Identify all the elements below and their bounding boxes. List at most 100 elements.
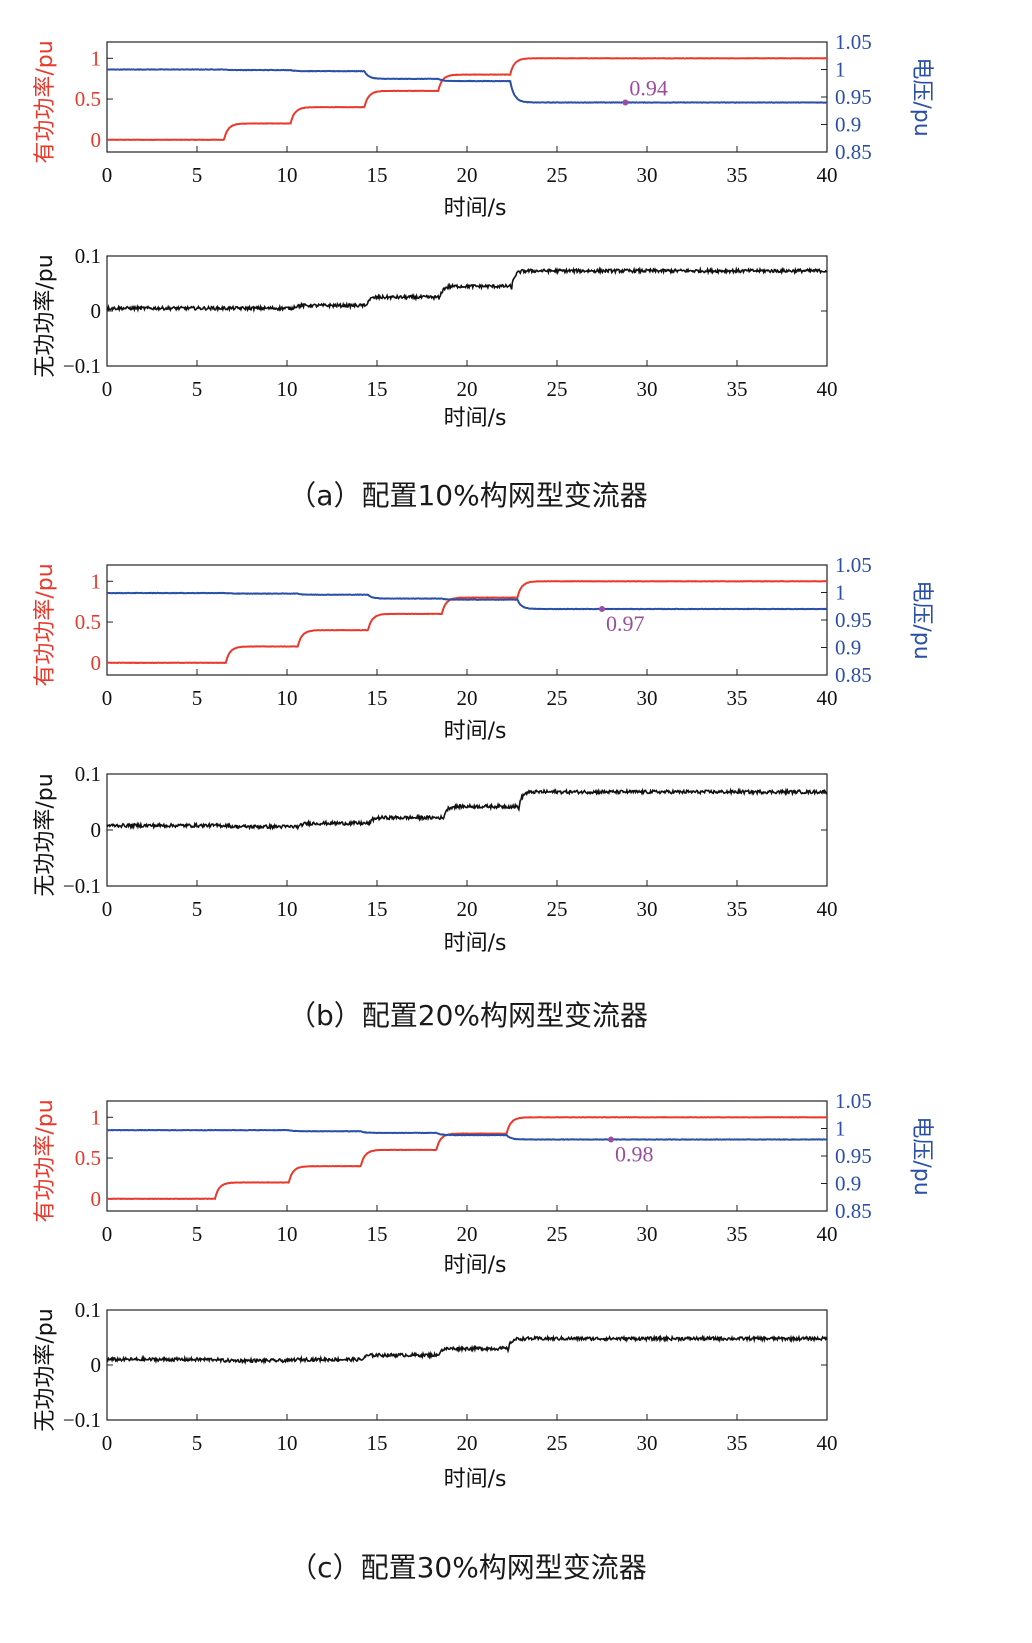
right-ytick-label: 0.85 bbox=[835, 663, 872, 687]
voltage-series-line bbox=[106, 68, 828, 104]
top-xtick-label: 30 bbox=[637, 1222, 658, 1246]
right-ytick-label: 1.05 bbox=[835, 30, 872, 54]
panel-caption: （b）配置20%构网型变流器 bbox=[288, 999, 648, 1032]
top-ylabel-left: 有功功率/pu bbox=[33, 563, 58, 686]
bottom-xtick-label: 40 bbox=[817, 897, 838, 921]
reactive-power-series-line bbox=[106, 1334, 828, 1366]
top-xtick-label: 20 bbox=[457, 163, 478, 187]
top-xtick-label: 40 bbox=[817, 686, 838, 710]
annotation-point bbox=[622, 99, 629, 106]
right-ytick-label: 1 bbox=[835, 1117, 846, 1141]
left-ytick-label: 0 bbox=[91, 1187, 102, 1211]
bottom-xtick-label: 0 bbox=[102, 897, 113, 921]
left-ytick-label: 0 bbox=[91, 128, 102, 152]
bottom-xtick-label: 10 bbox=[277, 377, 298, 401]
bottom-ytick-label: 0 bbox=[91, 818, 102, 842]
bottom-ytick-label: 0 bbox=[91, 299, 102, 323]
top-xtick-label: 25 bbox=[547, 1222, 568, 1246]
annotation-point bbox=[599, 606, 605, 612]
top-xtick-label: 35 bbox=[727, 686, 748, 710]
top-ylabel-right: 电压/pu bbox=[909, 57, 934, 136]
bottom-xtick-label: 25 bbox=[547, 1431, 568, 1455]
bottom-ytick-label: −0.1 bbox=[63, 874, 101, 898]
voltage-series-line bbox=[106, 1128, 828, 1141]
bottom-xtick-label: 35 bbox=[727, 377, 748, 401]
top-xlabel: 时间/s bbox=[444, 1253, 507, 1278]
bottom-xtick-label: 5 bbox=[192, 1431, 203, 1455]
voltage-series-line bbox=[106, 591, 828, 611]
bottom-xtick-label: 10 bbox=[277, 897, 298, 921]
top-xtick-label: 5 bbox=[192, 1222, 203, 1246]
active-power-series-line bbox=[106, 580, 828, 665]
top-xtick-label: 15 bbox=[367, 1222, 388, 1246]
annotation-label: 0.97 bbox=[606, 611, 645, 636]
top-xtick-label: 25 bbox=[547, 686, 568, 710]
top-xtick-label: 10 bbox=[277, 686, 298, 710]
bottom-xtick-label: 5 bbox=[192, 897, 203, 921]
bottom-ytick-label: 0 bbox=[91, 1353, 102, 1377]
bottom-xtick-label: 30 bbox=[637, 1431, 658, 1455]
bottom-ytick-label: 0.1 bbox=[75, 1298, 101, 1322]
top-xtick-label: 15 bbox=[367, 686, 388, 710]
top-xtick-label: 30 bbox=[637, 686, 658, 710]
left-ytick-label: 0.5 bbox=[75, 87, 101, 111]
bottom-xtick-label: 40 bbox=[817, 377, 838, 401]
reactive-power-series-line bbox=[106, 787, 828, 831]
top-xtick-label: 25 bbox=[547, 163, 568, 187]
left-ytick-label: 0.5 bbox=[75, 1146, 101, 1170]
bottom-xlabel: 时间/s bbox=[444, 1467, 507, 1492]
bottom-xlabel: 时间/s bbox=[444, 931, 507, 956]
annotation-point bbox=[608, 1136, 614, 1143]
right-ytick-label: 0.95 bbox=[835, 1144, 872, 1168]
annotation-label: 0.98 bbox=[615, 1142, 654, 1167]
bottom-xtick-label: 5 bbox=[192, 377, 203, 401]
annotation-label: 0.94 bbox=[629, 76, 668, 101]
bottom-xtick-label: 35 bbox=[727, 1431, 748, 1455]
right-ytick-label: 1.05 bbox=[835, 1089, 872, 1113]
top-xtick-label: 20 bbox=[457, 1222, 478, 1246]
left-ytick-label: 1 bbox=[91, 1105, 102, 1129]
bottom-xtick-label: 0 bbox=[102, 1431, 113, 1455]
top-xtick-label: 15 bbox=[367, 163, 388, 187]
bottom-xtick-label: 20 bbox=[457, 897, 478, 921]
top-xtick-label: 35 bbox=[727, 163, 748, 187]
right-ytick-label: 1.05 bbox=[835, 553, 872, 577]
bottom-xlabel: 时间/s bbox=[444, 406, 507, 431]
bottom-ytick-label: 0.1 bbox=[75, 244, 101, 268]
panel-caption: （a）配置10%构网型变流器 bbox=[288, 479, 647, 512]
top-xtick-label: 30 bbox=[637, 163, 658, 187]
top-xtick-label: 0 bbox=[102, 163, 113, 187]
top-xtick-label: 40 bbox=[817, 163, 838, 187]
bottom-axes-frame bbox=[106, 1309, 828, 1421]
bottom-xtick-label: 35 bbox=[727, 897, 748, 921]
right-ytick-label: 0.95 bbox=[835, 608, 872, 632]
top-xtick-label: 5 bbox=[192, 686, 203, 710]
bottom-xtick-label: 40 bbox=[817, 1431, 838, 1455]
top-xtick-label: 10 bbox=[277, 1222, 298, 1246]
top-xtick-label: 35 bbox=[727, 1222, 748, 1246]
top-xlabel: 时间/s bbox=[444, 719, 507, 744]
right-ytick-label: 0.85 bbox=[835, 1199, 872, 1223]
reactive-power-series-line bbox=[106, 266, 828, 314]
left-ytick-label: 1 bbox=[91, 569, 102, 593]
bottom-ytick-label: 0.1 bbox=[75, 762, 101, 786]
top-ylabel-left: 有功功率/pu bbox=[33, 40, 58, 163]
top-xtick-label: 10 bbox=[277, 163, 298, 187]
right-ytick-label: 1 bbox=[835, 58, 846, 82]
panel-caption: （c）配置30%构网型变流器 bbox=[289, 1551, 647, 1584]
top-xtick-label: 5 bbox=[192, 163, 203, 187]
left-ytick-label: 0.5 bbox=[75, 610, 101, 634]
right-ytick-label: 0.9 bbox=[835, 1172, 861, 1196]
panel-c: 0 0.5 1 0.85 0.9 0.95 1 1.05 0 5 10 15 20 25 30 35 40 有功功… bbox=[33, 1089, 934, 1584]
left-ytick-label: 0 bbox=[91, 651, 102, 675]
right-ytick-label: 0.9 bbox=[835, 113, 861, 137]
bottom-xtick-label: 0 bbox=[102, 377, 113, 401]
bottom-xtick-label: 10 bbox=[277, 1431, 298, 1455]
panel-a: 0 0.5 1 0.85 0.9 0.95 1 1.05 0 5 10 15 20 25 30 35 40 有功功… bbox=[33, 30, 934, 512]
top-ylabel-right: 电压/pu bbox=[909, 1116, 934, 1195]
panel-b: 0 0.5 1 0.85 0.9 0.95 1 1.05 0 5 10 15 20 25 30 35 40 有功功… bbox=[33, 553, 934, 1032]
bottom-ylabel: 无功功率/pu bbox=[33, 254, 58, 377]
top-xtick-label: 0 bbox=[102, 1222, 113, 1246]
active-power-series-line bbox=[106, 1116, 828, 1201]
